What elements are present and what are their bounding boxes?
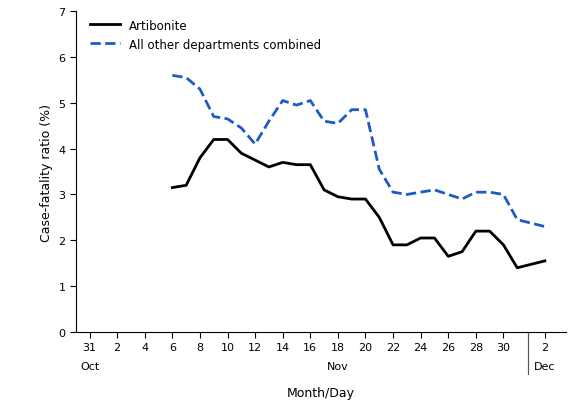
All other departments combined (403, 192, 410, 197)
Text: Oct: Oct (80, 361, 99, 371)
Artibonite (210, 138, 217, 143)
All other departments combined (500, 192, 507, 197)
Artibonite (403, 243, 410, 248)
Artibonite (307, 163, 314, 168)
All other departments combined (321, 119, 328, 124)
Artibonite (293, 163, 300, 168)
All other departments combined (431, 188, 438, 193)
Artibonite (252, 158, 259, 163)
Artibonite (445, 254, 452, 259)
All other departments combined (362, 108, 369, 113)
All other departments combined (486, 190, 493, 195)
Artibonite (459, 249, 466, 255)
Artibonite (417, 236, 424, 241)
All other departments combined (182, 76, 189, 81)
Text: Month/Day: Month/Day (287, 386, 354, 399)
Artibonite (335, 195, 342, 200)
All other departments combined (169, 74, 176, 79)
All other departments combined (417, 190, 424, 195)
Artibonite (169, 185, 176, 191)
All other departments combined (196, 87, 203, 92)
Artibonite (238, 151, 245, 156)
Artibonite (389, 243, 396, 248)
All other departments combined (542, 224, 549, 229)
Text: Dec: Dec (534, 361, 556, 371)
Artibonite (265, 165, 272, 170)
All other departments combined (293, 103, 300, 108)
Artibonite (514, 266, 521, 271)
Artibonite (486, 229, 493, 234)
All other departments combined (389, 190, 396, 195)
Y-axis label: Case-fatality ratio (%): Case-fatality ratio (%) (40, 103, 52, 241)
Artibonite (182, 183, 189, 188)
Artibonite (472, 229, 479, 234)
All other departments combined (376, 167, 383, 172)
All other departments combined (265, 119, 272, 124)
All other departments combined (210, 115, 217, 120)
All other departments combined (307, 99, 314, 104)
Line: Artibonite: Artibonite (173, 140, 545, 268)
Text: Nov: Nov (327, 361, 349, 371)
All other departments combined (335, 122, 342, 127)
All other departments combined (252, 142, 259, 147)
Artibonite (279, 160, 286, 165)
Artibonite (542, 259, 549, 264)
Artibonite (376, 215, 383, 220)
Artibonite (431, 236, 438, 241)
Artibonite (224, 138, 231, 143)
All other departments combined (224, 117, 231, 122)
Legend: Artibonite, All other departments combined: Artibonite, All other departments combin… (86, 15, 326, 57)
All other departments combined (279, 99, 286, 104)
All other departments combined (238, 126, 245, 131)
Artibonite (500, 243, 507, 248)
All other departments combined (514, 218, 521, 223)
All other departments combined (348, 108, 355, 113)
Artibonite (348, 197, 355, 202)
All other departments combined (459, 197, 466, 202)
All other departments combined (445, 192, 452, 197)
Line: All other departments combined: All other departments combined (173, 76, 545, 227)
All other departments combined (472, 190, 479, 195)
Artibonite (321, 188, 328, 193)
Artibonite (362, 197, 369, 202)
Artibonite (196, 156, 203, 161)
